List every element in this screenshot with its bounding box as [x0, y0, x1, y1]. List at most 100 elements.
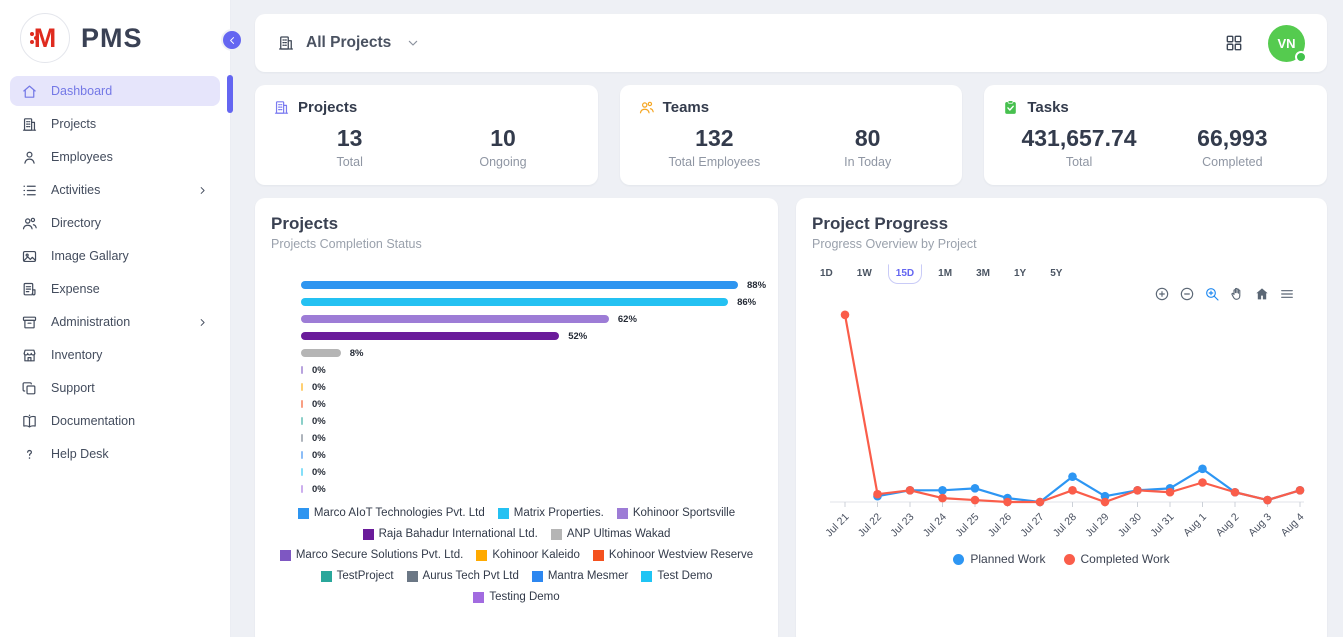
series-legend-item[interactable]: Completed Work: [1063, 552, 1170, 566]
x-axis-label: Jul 24: [921, 511, 949, 539]
legend-item[interactable]: Mantra Mesmer: [531, 570, 628, 582]
completion-bar[interactable]: [301, 485, 303, 493]
avatar[interactable]: VN: [1268, 24, 1307, 63]
series-legend-label: Completed Work: [1080, 552, 1170, 566]
project-filter-dropdown[interactable]: All Projects: [277, 34, 421, 52]
series-legend-item[interactable]: Planned Work: [953, 552, 1046, 566]
stat-card-projects: Projects 13 Total 10 Ongoing: [255, 85, 598, 185]
progress-line-chart[interactable]: Jul 21 Jul 22 Jul 23 Jul 24 Jul 25 Jul 26 Jul …: [812, 302, 1311, 550]
completion-bar[interactable]: [301, 383, 303, 391]
scrollbar-thumb[interactable]: [227, 75, 233, 113]
bar-row: 8%: [301, 348, 762, 359]
sidebar-item-documentation[interactable]: Documentation: [10, 406, 220, 436]
range-button-15d[interactable]: 15D: [887, 264, 923, 284]
metric: 10 Ongoing: [426, 125, 579, 169]
range-button-3m[interactable]: 3M: [976, 268, 990, 279]
bar-chart-legend: Marco AIoT Technologies Pvt. Ltd Matrix P…: [271, 507, 762, 603]
legend-item[interactable]: ANP Ultimas Wakad: [550, 528, 670, 540]
legend-swatch: [616, 507, 628, 519]
building-icon: [273, 99, 290, 116]
sidebar-item-expense[interactable]: Expense: [10, 274, 220, 304]
sidebar-item-image-gallary[interactable]: Image Gallary: [10, 241, 220, 271]
metric-value: 80: [854, 125, 881, 151]
completion-bar[interactable]: [301, 281, 738, 289]
zoom-out-tool[interactable]: [1179, 286, 1195, 302]
stat-card-teams: Teams 132 Total Employees 80 In Today: [619, 85, 963, 185]
sidebar-item-inventory[interactable]: Inventory: [10, 340, 220, 370]
completion-bar[interactable]: [301, 298, 729, 306]
legend-item[interactable]: Marco AIoT Technologies Pvt. Ltd: [297, 507, 485, 519]
sidebar-item-label: Administration: [51, 315, 131, 329]
zoom-select-tool[interactable]: [1204, 286, 1220, 302]
metric-label: Total: [1065, 155, 1093, 169]
data-point: [938, 486, 947, 495]
data-point: [1003, 497, 1012, 507]
completion-bar[interactable]: [301, 451, 303, 459]
completion-bar[interactable]: [301, 315, 609, 323]
data-point: [1133, 486, 1142, 495]
data-point: [1035, 497, 1045, 507]
sidebar-item-help-desk[interactable]: Help Desk: [10, 439, 220, 469]
legend-item[interactable]: Kohinoor Westview Reserve: [592, 549, 754, 561]
stat-card-header: Tasks: [1002, 99, 1309, 116]
app-title: PMS: [81, 22, 143, 53]
zoom-in-tool[interactable]: [1154, 286, 1170, 302]
archive-icon: [21, 314, 38, 331]
completion-bar[interactable]: [301, 417, 303, 425]
range-button-1y[interactable]: 1Y: [1013, 268, 1027, 279]
completion-bar[interactable]: [301, 400, 303, 408]
home-icon: [21, 83, 38, 100]
legend-item[interactable]: Raja Bahadur International Ltd.: [362, 528, 538, 540]
chart-toolbar: [812, 286, 1311, 302]
completion-bar[interactable]: [301, 349, 341, 357]
online-status-dot: [1295, 50, 1307, 63]
x-axis-label: Aug 4: [1279, 511, 1307, 539]
legend-swatch: [476, 549, 488, 561]
legend-item[interactable]: Matrix Properties.: [497, 507, 604, 519]
completion-bar[interactable]: [301, 332, 560, 340]
legend-item[interactable]: Test Demo: [641, 570, 712, 582]
data-point: [970, 495, 980, 505]
bar-row: 0%: [301, 450, 762, 461]
legend-item[interactable]: Kohinoor Kaleido: [476, 549, 580, 561]
copy-icon: [21, 380, 38, 397]
range-button-5y[interactable]: 5Y: [1050, 268, 1063, 279]
legend-item[interactable]: Kohinoor Sportsville: [616, 507, 735, 519]
metric-value: 66,993: [1197, 125, 1268, 151]
legend-label: Kohinoor Westview Reserve: [608, 549, 754, 561]
range-button-1d[interactable]: 1D: [820, 268, 833, 279]
completion-bar[interactable]: [301, 468, 303, 476]
bar-row: 52%: [301, 331, 762, 342]
series-legend-dot: [1063, 553, 1075, 565]
range-button-1w[interactable]: 1W: [856, 268, 872, 279]
sidebar-item-dashboard[interactable]: Dashboard: [10, 76, 220, 106]
legend-item[interactable]: Aurus Tech Pvt Ltd: [406, 570, 519, 582]
sidebar-item-activities[interactable]: Activities: [10, 175, 220, 205]
completion-bar[interactable]: [301, 366, 303, 374]
logo-icon: M: [20, 13, 70, 63]
legend-item[interactable]: TestProject: [320, 570, 394, 582]
menu-tool[interactable]: [1279, 286, 1295, 302]
sidebar-item-support[interactable]: Support: [10, 373, 220, 403]
bar-value-label: 0%: [312, 483, 326, 495]
data-point: [938, 493, 947, 503]
legend-item[interactable]: Testing Demo: [473, 591, 560, 603]
sidebar-item-administration[interactable]: Administration: [10, 307, 220, 337]
logo[interactable]: M PMS: [0, 0, 230, 73]
completion-bar[interactable]: [301, 434, 303, 442]
sidebar-item-projects[interactable]: Projects: [10, 109, 220, 139]
apps-grid-icon[interactable]: [1224, 33, 1244, 53]
chevron-right-icon: [196, 316, 209, 329]
project-filter-label: All Projects: [306, 34, 392, 51]
legend-swatch: [406, 570, 418, 582]
range-button-1m[interactable]: 1M: [938, 268, 953, 279]
home-solid-tool[interactable]: [1254, 286, 1270, 302]
book-icon: [21, 413, 38, 430]
pan-tool[interactable]: [1229, 286, 1245, 302]
sidebar-item-directory[interactable]: Directory: [10, 208, 220, 238]
x-axis-label: Jul 22: [856, 511, 884, 539]
sidebar-item-employees[interactable]: Employees: [10, 142, 220, 172]
legend-swatch: [279, 549, 291, 561]
legend-item[interactable]: Marco Secure Solutions Pvt. Ltd.: [279, 549, 463, 561]
sidebar-collapse-button[interactable]: [221, 29, 243, 51]
